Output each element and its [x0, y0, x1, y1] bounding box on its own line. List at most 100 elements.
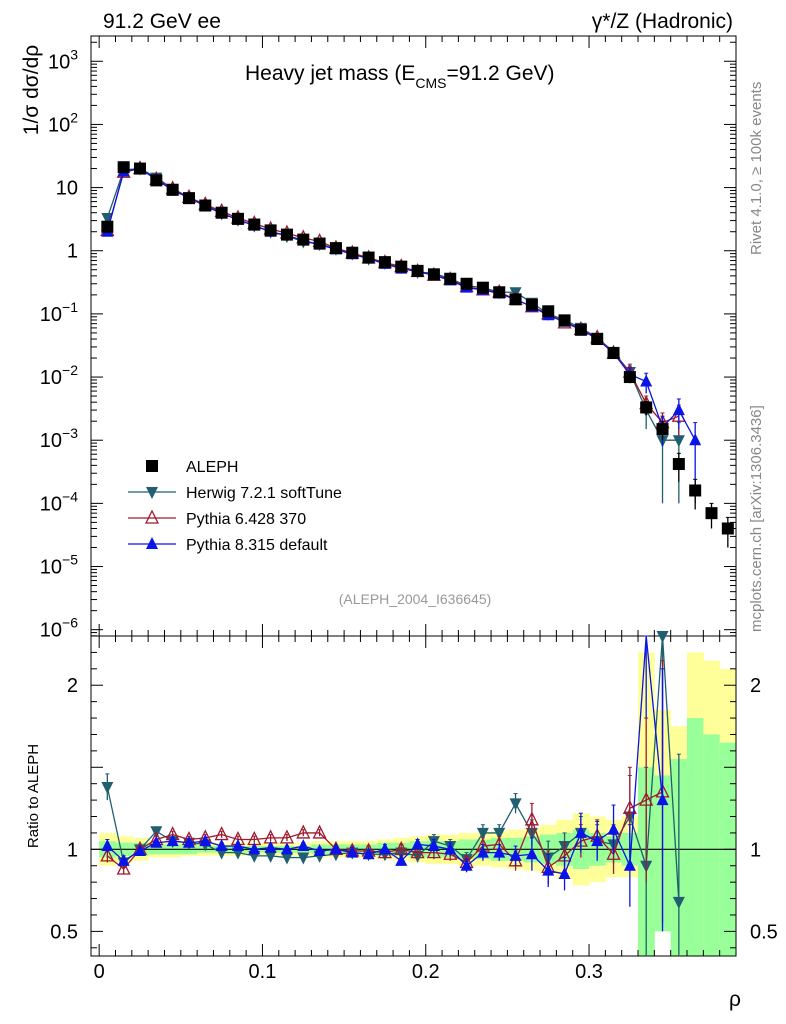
- data-point: [591, 333, 604, 346]
- ratio-point: [231, 839, 244, 852]
- data-point: [346, 246, 359, 259]
- data-point: [623, 371, 636, 384]
- ratio-point: [410, 844, 425, 859]
- ratio-point: [312, 824, 327, 839]
- ratio-point: [427, 839, 440, 852]
- ratio-point: [280, 842, 293, 855]
- series-line: [106, 167, 696, 441]
- ratio-point: [591, 834, 604, 847]
- x-tick-label: 0: [94, 961, 105, 983]
- ratio-point: [313, 843, 326, 856]
- main-title-text: Heavy jet mass (E: [245, 62, 415, 85]
- ratio-point: [297, 852, 310, 865]
- main-title: Heavy jet mass (ECMS=91.2 GeV): [245, 62, 555, 91]
- ratio-point: [297, 839, 310, 852]
- ratio-point: [493, 845, 506, 858]
- ratio-point: [280, 852, 293, 865]
- legend-entry: Pythia 6.428 370: [128, 509, 306, 528]
- legend-entry: Herwig 7.2.1 softTune: [128, 485, 342, 502]
- ratio-point: [133, 843, 146, 856]
- data-point: [607, 347, 620, 360]
- ratio-tick-label: 0.5: [50, 921, 78, 943]
- data-point: [101, 220, 114, 233]
- legend-label: Pythia 6.428 370: [186, 511, 306, 528]
- ratio-point: [623, 858, 636, 871]
- ratio-point: [362, 847, 375, 860]
- ratio-point: [101, 839, 114, 852]
- ratio-point: [476, 827, 489, 840]
- ratio-tick-label-right: 2: [750, 675, 761, 697]
- data-point: [378, 256, 391, 269]
- ratio-point: [622, 799, 637, 814]
- ratio-tick-label-right: 1: [750, 839, 761, 861]
- ratio-point: [672, 896, 685, 909]
- ratio-tick-label: 2: [67, 675, 78, 697]
- ratio-point: [493, 827, 506, 840]
- data-point: [640, 374, 653, 387]
- ratio-point: [199, 834, 212, 847]
- ratio-point: [444, 842, 457, 855]
- data-point: [199, 199, 212, 212]
- data-point: [313, 237, 326, 250]
- data-point: [280, 228, 293, 241]
- ratio-point: [460, 858, 473, 871]
- legend-marker: [146, 537, 158, 549]
- y-tick-label: 10: [56, 178, 78, 200]
- ratio-point: [166, 834, 179, 847]
- y-tick-label: 10−6: [40, 615, 78, 642]
- data-point: [231, 212, 244, 225]
- y-tick-label: 103: [48, 46, 78, 73]
- ratio-point: [378, 842, 391, 855]
- data-point: [427, 268, 440, 281]
- ratio-point: [117, 853, 130, 866]
- ratio-point: [509, 798, 522, 811]
- data-point: [689, 433, 702, 446]
- ratio-point: [150, 835, 163, 848]
- data-point: [721, 522, 734, 535]
- legend-marker: [146, 460, 158, 472]
- x-tick-label: 0.1: [249, 961, 277, 983]
- ratio-point: [574, 825, 587, 838]
- data-point: [493, 286, 506, 299]
- series-aleph: [101, 161, 734, 548]
- data-point: [574, 323, 587, 336]
- x-tick-label: 0.2: [412, 961, 440, 983]
- axes: 0 0.1 0.2 0.310310210110−110−210−310−410−51…: [40, 36, 778, 983]
- ratio-point: [182, 835, 195, 848]
- ratio-tick-label: 1: [67, 839, 78, 861]
- legend-marker: [146, 487, 158, 499]
- ratio-point: [524, 811, 539, 826]
- legend-label: Herwig 7.2.1 softTune: [186, 485, 342, 502]
- x-axis-label: ρ: [729, 988, 741, 1011]
- ratio-point: [329, 842, 342, 855]
- y-axis-label: 1/σ dσ/dρ: [20, 45, 43, 135]
- data-point: [264, 224, 277, 237]
- ratio-point: [100, 847, 115, 862]
- rivet-label: Rivet 4.1.0, ≥ 100k events: [748, 82, 765, 255]
- legend-entry: Pythia 8.315 default: [128, 537, 328, 554]
- data-point: [705, 507, 718, 520]
- y-tick-label: 10−4: [40, 488, 78, 515]
- series-layer: [100, 160, 734, 548]
- ratio-point: [509, 848, 522, 861]
- data-point: [133, 162, 146, 175]
- ratio-point: [606, 845, 621, 860]
- data-point: [558, 314, 571, 327]
- legend-entry: ALEPH: [146, 459, 238, 476]
- y-tick-label: 10−5: [40, 552, 78, 579]
- ratio-point: [639, 791, 654, 806]
- ratio-point: [346, 845, 359, 858]
- ratio-point: [607, 822, 620, 835]
- analysis-id: (ALEPH_2004_I636645): [339, 591, 492, 607]
- ratio-point: [395, 853, 408, 866]
- x-tick-label: 0.3: [575, 961, 603, 983]
- legend-label: ALEPH: [186, 459, 238, 476]
- ratio-point: [426, 844, 441, 859]
- data-point: [509, 293, 522, 306]
- ratio-point: [248, 842, 261, 855]
- data-point: [672, 435, 685, 448]
- data-point: [362, 251, 375, 264]
- ratio-layer: [100, 631, 685, 956]
- ratio-point: [116, 860, 131, 875]
- series-line: [106, 167, 680, 424]
